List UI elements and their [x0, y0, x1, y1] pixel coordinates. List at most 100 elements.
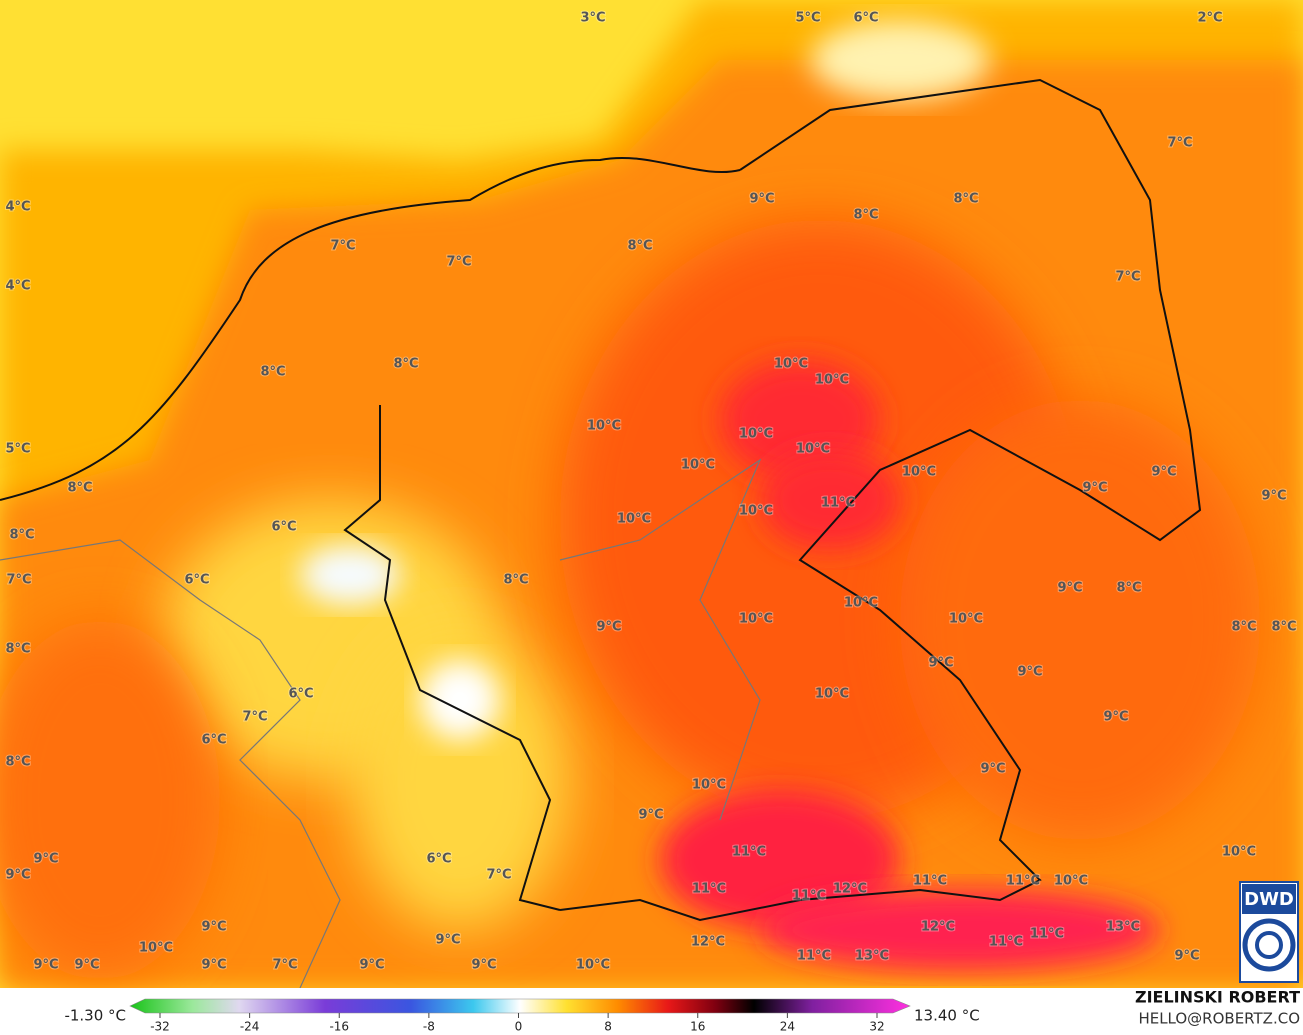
temperature-label: 9°C	[471, 958, 496, 973]
temperature-label: 2°C	[1197, 11, 1222, 26]
temperature-label: 10°C	[587, 419, 621, 434]
temperature-label: 10°C	[617, 512, 651, 527]
temperature-label: 6°C	[426, 852, 451, 867]
colorbar-tick-label: -16	[329, 1020, 349, 1034]
temperature-label: 11°C	[913, 874, 947, 889]
temperature-label: 13°C	[1106, 920, 1140, 935]
temperature-label: 8°C	[393, 357, 418, 372]
logo-swirl	[1242, 918, 1296, 972]
temperature-label: 8°C	[627, 239, 652, 254]
temperature-label: 6°C	[201, 733, 226, 748]
temperature-label: 11°C	[732, 845, 766, 860]
temperature-label: 7°C	[1115, 270, 1140, 285]
colorbar-tick-label: 32	[869, 1020, 884, 1034]
logo-swirl-inner	[1255, 931, 1283, 959]
temperature-label: 9°C	[1057, 581, 1082, 596]
colorbar-tick-label: -8	[423, 1020, 435, 1034]
temperature-label: 5°C	[795, 11, 820, 26]
temperature-label: 10°C	[902, 465, 936, 480]
temperature-label: 8°C	[853, 208, 878, 223]
temperature-label: 8°C	[9, 528, 34, 543]
temperature-label: 9°C	[980, 762, 1005, 777]
temperature-label: 7°C	[330, 239, 355, 254]
temperature-label: 9°C	[201, 920, 226, 935]
temperature-label: 9°C	[1017, 665, 1042, 680]
temperature-label: 12°C	[833, 882, 867, 897]
colorbar-tick-label: 24	[780, 1020, 795, 1034]
temperature-label: 9°C	[1174, 949, 1199, 964]
temperature-label: 8°C	[503, 573, 528, 588]
temperature-label: 7°C	[6, 573, 31, 588]
temperature-label: 10°C	[739, 504, 773, 519]
temperature-label: 10°C	[692, 778, 726, 793]
temperature-label: 9°C	[1103, 710, 1128, 725]
temperature-label: 10°C	[1054, 874, 1088, 889]
temperature-label: 5°C	[5, 442, 30, 457]
temperature-label: 11°C	[1030, 927, 1064, 942]
temperature-label: 11°C	[1006, 874, 1040, 889]
temperature-label: 8°C	[1231, 620, 1256, 635]
temperature-label: 9°C	[5, 868, 30, 883]
colorbar-tick-label: 8	[604, 1020, 612, 1034]
logo-header	[1242, 884, 1296, 914]
temperature-label: 9°C	[33, 958, 58, 973]
temperature-label: 6°C	[184, 573, 209, 588]
max-label: 13.40 °C	[914, 1007, 980, 1025]
temperature-label: 10°C	[796, 442, 830, 457]
temperature-label: 10°C	[949, 612, 983, 627]
logo-text: DWD	[1244, 889, 1294, 910]
credit-email: HELLO@ROBERTZ.CO	[1138, 1010, 1300, 1028]
temperature-label: 13°C	[855, 949, 889, 964]
colorbar-ticks: -32 -24 -16 -8 0 8 16 24 32	[150, 1013, 885, 1034]
temperature-label: 9°C	[1082, 481, 1107, 496]
temperature-label: 10°C	[815, 687, 849, 702]
temperature-label: 9°C	[435, 933, 460, 948]
temperature-label: 9°C	[749, 192, 774, 207]
temperature-label: 4°C	[5, 279, 30, 294]
temperature-label: 8°C	[953, 192, 978, 207]
temperature-label: 9°C	[638, 808, 663, 823]
temperature-label: 6°C	[288, 687, 313, 702]
temperature-label: 6°C	[853, 11, 878, 26]
temperature-label: 8°C	[1116, 581, 1141, 596]
temperature-labels: 3°C 5°C 6°C 2°C 4°C 4°C 5°C 7°C 9°C 8°C 8°C 8°C 7°C 7…	[4, 10, 1297, 974]
min-label: -1.30 °C	[64, 1007, 126, 1025]
temperature-label: 8°C	[5, 755, 30, 770]
temperature-label: 7°C	[1167, 136, 1192, 151]
temperature-label: 10°C	[739, 612, 773, 627]
colorbar-tick-label: -24	[240, 1020, 260, 1034]
map-background	[0, 0, 1303, 989]
temperature-label: 9°C	[596, 620, 621, 635]
temperature-label: 9°C	[928, 656, 953, 671]
temperature-label: 7°C	[486, 868, 511, 883]
temperature-label: 12°C	[691, 935, 725, 950]
temperature-label: 9°C	[1151, 465, 1176, 480]
temperature-label: 10°C	[844, 596, 878, 611]
temperature-label: 7°C	[272, 958, 297, 973]
temperature-label: 7°C	[242, 710, 267, 725]
temperature-label: 10°C	[1222, 845, 1256, 860]
temperature-label: 10°C	[815, 373, 849, 388]
colorbar-tick-label: 16	[690, 1020, 705, 1034]
colorbar-tick-label: 0	[515, 1020, 523, 1034]
temperature-label: 3°C	[580, 11, 605, 26]
temperature-label: 8°C	[67, 481, 92, 496]
temperature-label: 7°C	[446, 255, 471, 270]
temperature-label: 9°C	[33, 852, 58, 867]
colorbar	[129, 998, 911, 1014]
colorbar-tick-label: -32	[150, 1020, 170, 1034]
temperature-label: 9°C	[1261, 489, 1286, 504]
temperature-label: 8°C	[5, 642, 30, 657]
temperature-label: 10°C	[739, 427, 773, 442]
temperature-label: 11°C	[792, 889, 826, 904]
temperature-label: 11°C	[797, 949, 831, 964]
temperature-label: 11°C	[989, 935, 1023, 950]
credit-name: ZIELINSKI ROBERT	[1135, 988, 1300, 1007]
temperature-label: 10°C	[576, 958, 610, 973]
temperature-label: 11°C	[821, 496, 855, 511]
temperature-label: 10°C	[681, 458, 715, 473]
temperature-label: 11°C	[692, 882, 726, 897]
temperature-label: 4°C	[5, 200, 30, 215]
temperature-label: 10°C	[139, 941, 173, 956]
